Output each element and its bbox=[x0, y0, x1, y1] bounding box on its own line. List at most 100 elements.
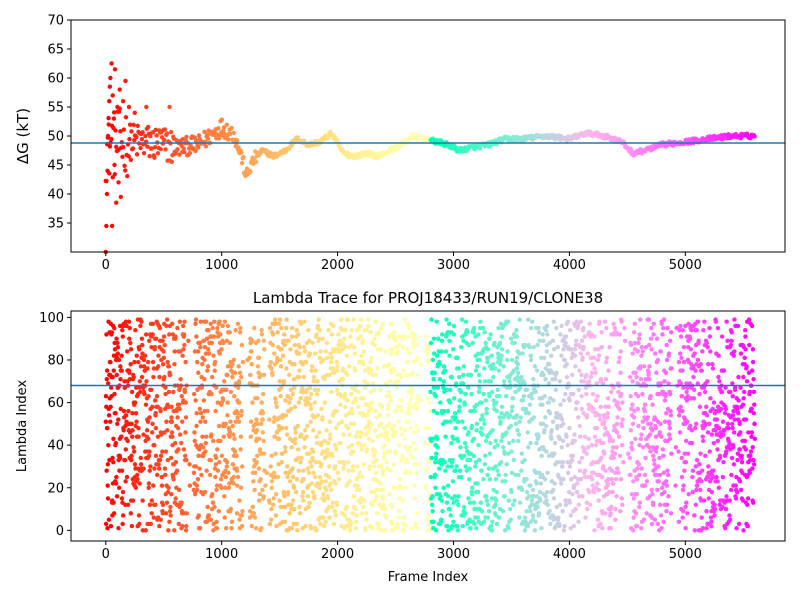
lambda-point bbox=[542, 393, 547, 399]
lambda-point bbox=[476, 332, 481, 337]
lambda-point bbox=[570, 372, 575, 378]
delta-g-point bbox=[202, 129, 207, 135]
lambda-point bbox=[375, 511, 380, 516]
lambda-point bbox=[750, 445, 755, 450]
delta-g-point bbox=[107, 99, 112, 104]
lambda-point bbox=[455, 502, 461, 507]
lambda-point bbox=[647, 432, 653, 437]
lambda-point bbox=[647, 445, 652, 450]
lambda-point bbox=[562, 357, 567, 363]
lambda-point bbox=[354, 519, 359, 525]
lambda-point bbox=[351, 317, 356, 322]
lambda-point bbox=[576, 519, 581, 525]
lambda-point bbox=[575, 400, 580, 405]
lambda-point bbox=[197, 340, 203, 346]
lambda-point bbox=[475, 351, 481, 356]
lambda-point bbox=[426, 442, 432, 448]
lambda-point bbox=[606, 404, 611, 410]
lambda-point bbox=[504, 430, 509, 435]
lambda-point bbox=[394, 408, 399, 414]
lambda-point bbox=[430, 494, 435, 499]
lambda-point bbox=[179, 440, 184, 446]
lambda-point bbox=[493, 513, 499, 518]
lambda-point bbox=[519, 468, 524, 473]
lambda-point bbox=[410, 370, 415, 375]
lambda-point bbox=[746, 370, 752, 375]
lambda-point bbox=[366, 323, 371, 329]
lambda-point bbox=[735, 323, 741, 329]
lambda-point bbox=[679, 355, 684, 361]
lambda-point bbox=[115, 351, 120, 356]
lambda-point bbox=[328, 481, 333, 486]
lambda-point bbox=[634, 374, 639, 380]
lambda-point bbox=[331, 521, 337, 527]
lambda-point bbox=[358, 334, 363, 339]
delta-g-point bbox=[145, 124, 151, 130]
lambda-point bbox=[579, 393, 584, 399]
lambda-point bbox=[318, 521, 323, 527]
lambda-point bbox=[712, 502, 717, 507]
lambda-point bbox=[307, 500, 312, 505]
lambda-point bbox=[295, 423, 301, 429]
lambda-point bbox=[551, 347, 557, 352]
lambda-point bbox=[597, 319, 602, 324]
lambda-point bbox=[747, 457, 753, 463]
lambda-point bbox=[613, 506, 618, 512]
lambda-point bbox=[556, 515, 561, 520]
lambda-point bbox=[196, 513, 201, 518]
lambda-point bbox=[564, 434, 569, 439]
lambda-point bbox=[415, 400, 421, 405]
lambda-point bbox=[448, 419, 453, 424]
lambda-point bbox=[502, 528, 508, 533]
lambda-point bbox=[281, 379, 287, 384]
lambda-point bbox=[529, 391, 534, 397]
lambda-point bbox=[396, 442, 402, 448]
lambda-point bbox=[679, 474, 685, 480]
lambda-point bbox=[713, 428, 718, 433]
lambda-point bbox=[474, 526, 479, 531]
lambda-point bbox=[563, 502, 569, 507]
lambda-point bbox=[631, 330, 637, 335]
lambda-point bbox=[182, 342, 187, 348]
lambda-point bbox=[204, 336, 210, 341]
lambda-point bbox=[587, 502, 593, 507]
lambda-point bbox=[373, 449, 378, 454]
lambda-point bbox=[353, 526, 359, 531]
lambda-point bbox=[685, 511, 690, 516]
lambda-point bbox=[225, 323, 231, 329]
lambda-point bbox=[166, 485, 171, 490]
lambda-point bbox=[714, 474, 719, 480]
lambda-point bbox=[203, 419, 208, 424]
lambda-point bbox=[515, 374, 520, 380]
lambda-point bbox=[744, 379, 750, 384]
lambda-point bbox=[715, 479, 720, 484]
lambda-point bbox=[398, 374, 403, 380]
lambda-point bbox=[426, 425, 432, 431]
lambda-point bbox=[536, 330, 542, 335]
lambda-point bbox=[406, 351, 412, 356]
lambda-point bbox=[224, 526, 229, 531]
lambda-point bbox=[458, 345, 464, 350]
lambda-point bbox=[132, 400, 138, 405]
lambda-point bbox=[745, 496, 751, 501]
lambda-point bbox=[256, 498, 262, 503]
lambda-point bbox=[635, 393, 641, 399]
lambda-point bbox=[726, 425, 731, 431]
lambda-point bbox=[592, 366, 597, 371]
lambda-point bbox=[381, 502, 387, 507]
lambda-point bbox=[586, 436, 591, 441]
lambda-point bbox=[230, 423, 235, 429]
lambda-point bbox=[715, 432, 720, 437]
lambda-point bbox=[525, 317, 531, 322]
lambda-point bbox=[156, 353, 161, 358]
lambda-point bbox=[707, 449, 712, 454]
lambda-point bbox=[312, 400, 317, 405]
lambda-point bbox=[550, 338, 556, 344]
delta-g-point bbox=[139, 136, 145, 142]
lambda-point bbox=[636, 336, 642, 341]
lambda-point bbox=[605, 396, 611, 401]
lambda-point bbox=[149, 345, 154, 350]
lambda-point bbox=[361, 396, 366, 401]
lambda-point bbox=[153, 411, 158, 416]
lambda-point bbox=[547, 508, 552, 514]
